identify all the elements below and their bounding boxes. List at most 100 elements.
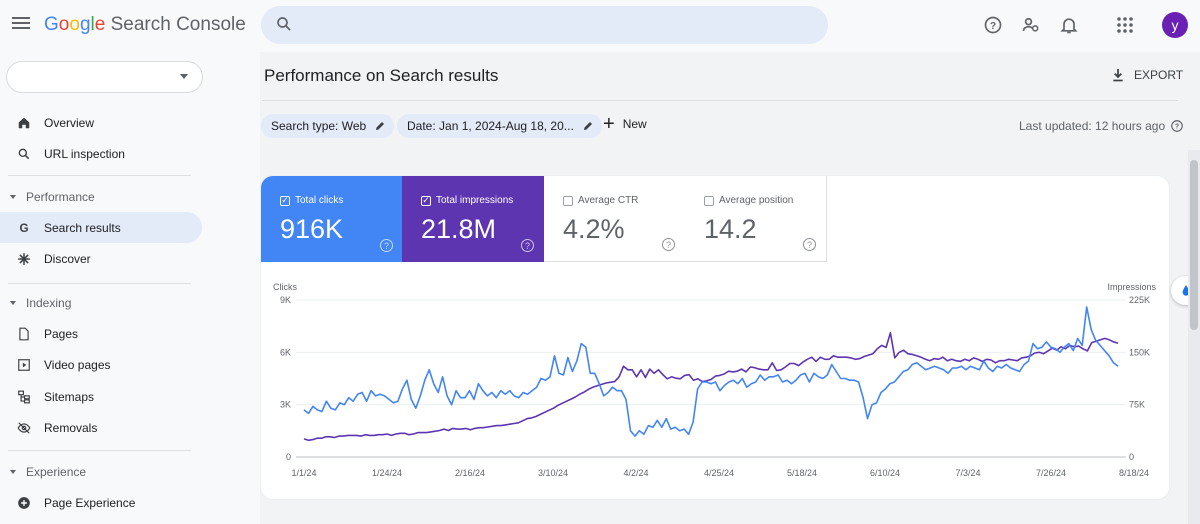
sidebar-item-label: Search results <box>44 220 121 235</box>
caret-down-icon <box>10 301 16 305</box>
sidebar-item-pages[interactable]: Pages <box>0 318 202 349</box>
metric-value: 14.2 <box>704 214 757 244</box>
logo-letter: g <box>79 14 91 35</box>
performance-chart[interactable]: 0 0 3K 75K 6K 150K 9K 225K Clicks Impressions 1/1/… <box>261 276 1169 486</box>
edit-icon <box>376 122 385 130</box>
metric-label: Average CTR <box>563 195 638 206</box>
y-left-tick-label: 3K <box>280 400 291 410</box>
export-label: EXPORT <box>1134 68 1184 82</box>
divider <box>8 283 191 284</box>
avatar[interactable]: y <box>1162 12 1188 38</box>
svg-text:G: G <box>19 222 28 235</box>
notifications-icon[interactable] <box>1058 14 1080 36</box>
property-selector[interactable] <box>6 61 203 93</box>
metric-label: ✓ Total clicks <box>280 195 343 206</box>
y-right-tick-label: 150K <box>1129 347 1150 357</box>
sidebar-item-url-inspection[interactable]: URL inspection <box>0 138 202 169</box>
sidebar-item-sitemaps[interactable]: Sitemaps <box>0 381 202 412</box>
video-pages-icon <box>16 357 32 373</box>
y-left-tick-label: 0 <box>286 452 291 462</box>
date-filter-chip[interactable]: Date: Jan 1, 2024-Aug 18, 20... <box>397 114 602 138</box>
new-filter-button[interactable]: + New <box>603 114 647 134</box>
logo-letter: G <box>44 14 59 35</box>
y-left-tick-label: 6K <box>280 347 291 357</box>
y-right-tick-label: 0 <box>1129 452 1134 462</box>
sidebar-item-discover[interactable]: Discover <box>0 243 202 274</box>
search-bar[interactable] <box>261 6 828 44</box>
chip-label: Date: Jan 1, 2024-Aug 18, 20... <box>407 119 574 133</box>
metric-average-ctr[interactable]: Average CTR 4.2% ? <box>544 176 686 262</box>
x-tick-label: 7/26/24 <box>1036 468 1066 478</box>
sidebar-item-label: Removals <box>44 420 98 435</box>
sidebar-item-video-pages[interactable]: Video pages <box>0 349 202 380</box>
series-line-clicks[interactable] <box>303 306 1119 437</box>
sidebar-item-label: URL inspection <box>44 146 125 161</box>
help-icon[interactable]: ? <box>803 238 816 251</box>
chip-label: Search type: Web <box>271 119 367 133</box>
help-icon[interactable]: ? <box>521 239 534 252</box>
metric-total-clicks[interactable]: ✓ Total clicks 916K ? <box>261 176 403 262</box>
checkbox-checked-icon[interactable]: ✓ <box>280 195 290 206</box>
sidebar-item-page-experience[interactable]: Page Experience <box>0 487 202 518</box>
caret-down-icon <box>10 470 16 474</box>
chevron-down-icon <box>180 74 188 79</box>
metric-average-position[interactable]: Average position 14.2 ? <box>685 176 827 262</box>
x-tick-label: 5/18/24 <box>787 468 817 478</box>
series-line-impressions[interactable] <box>303 331 1119 442</box>
metric-label: Average position <box>704 195 793 206</box>
menu-icon[interactable] <box>12 14 32 34</box>
top-app-bar: Google Search Console ? y <box>0 0 1200 52</box>
metric-value: 916K <box>280 214 344 244</box>
google-g-icon: G <box>16 220 32 236</box>
checkbox-unchecked-icon[interactable] <box>563 195 573 206</box>
sidebar-item-label: Video pages <box>44 357 111 372</box>
sidebar-item-overview[interactable]: Overview <box>0 107 202 138</box>
x-tick-label: 1/1/24 <box>291 468 316 478</box>
help-icon[interactable]: ? <box>1170 119 1184 133</box>
export-button[interactable]: EXPORT <box>1110 67 1183 83</box>
x-tick-label: 8/18/24 <box>1119 468 1149 478</box>
y-right-tick-label: 75K <box>1129 400 1145 410</box>
sidebar-item-search-results[interactable]: G Search results <box>0 212 202 243</box>
help-icon[interactable]: ? <box>662 238 675 251</box>
performance-card: ✓ Total clicks 916K ? ✓ Total impressions … <box>261 176 1169 499</box>
metric-total-impressions[interactable]: ✓ Total impressions 21.8M ? <box>402 176 544 262</box>
asterisk-icon <box>16 251 32 267</box>
svg-text:?: ? <box>990 21 996 32</box>
apps-grid-icon[interactable] <box>1114 14 1136 36</box>
help-icon[interactable]: ? <box>982 14 1004 36</box>
scrollbar-thumb[interactable] <box>1190 160 1198 330</box>
sidebar-item-label: Page Experience <box>44 495 136 510</box>
manage-users-icon[interactable] <box>1020 14 1042 36</box>
x-tick-label: 3/10/24 <box>538 468 568 478</box>
scrollbar[interactable] <box>1188 150 1200 524</box>
checkbox-checked-icon[interactable]: ✓ <box>421 195 431 206</box>
sidebar-item-removals[interactable]: Removals <box>0 412 202 443</box>
section-indexing[interactable]: Indexing <box>10 296 71 310</box>
search-input[interactable] <box>305 15 805 35</box>
metric-label-text: Average position <box>719 195 794 206</box>
sidebar-item-label: Discover <box>44 251 91 266</box>
section-performance[interactable]: Performance <box>10 190 95 204</box>
help-icon[interactable]: ? <box>380 239 393 252</box>
section-experience[interactable]: Experience <box>10 465 86 479</box>
last-updated: Last updated: 12 hours ago ? <box>1019 119 1184 133</box>
search-icon <box>275 15 293 38</box>
x-tick-label: 4/2/24 <box>623 468 648 478</box>
page-title: Performance on Search results <box>264 66 499 85</box>
plus-circle-icon <box>16 495 32 511</box>
y-right-axis-title: Impressions <box>1107 282 1156 292</box>
metric-value: 21.8M <box>421 214 497 244</box>
sidebar-item-label: Pages <box>44 326 79 341</box>
section-label: Performance <box>26 190 95 204</box>
product-name: Search Console <box>110 14 246 35</box>
last-updated-text: Last updated: 12 hours ago <box>1019 119 1166 133</box>
checkbox-unchecked-icon[interactable] <box>704 195 714 206</box>
metric-value: 4.2% <box>563 214 625 244</box>
app-logo[interactable]: Google Search Console <box>44 14 246 36</box>
x-tick-label: 7/3/24 <box>955 468 980 478</box>
search-type-filter-chip[interactable]: Search type: Web <box>261 114 395 138</box>
edit-icon <box>583 122 592 130</box>
sidebar-item-label: Sitemaps <box>44 389 95 404</box>
logo-letter: o <box>58 14 70 35</box>
